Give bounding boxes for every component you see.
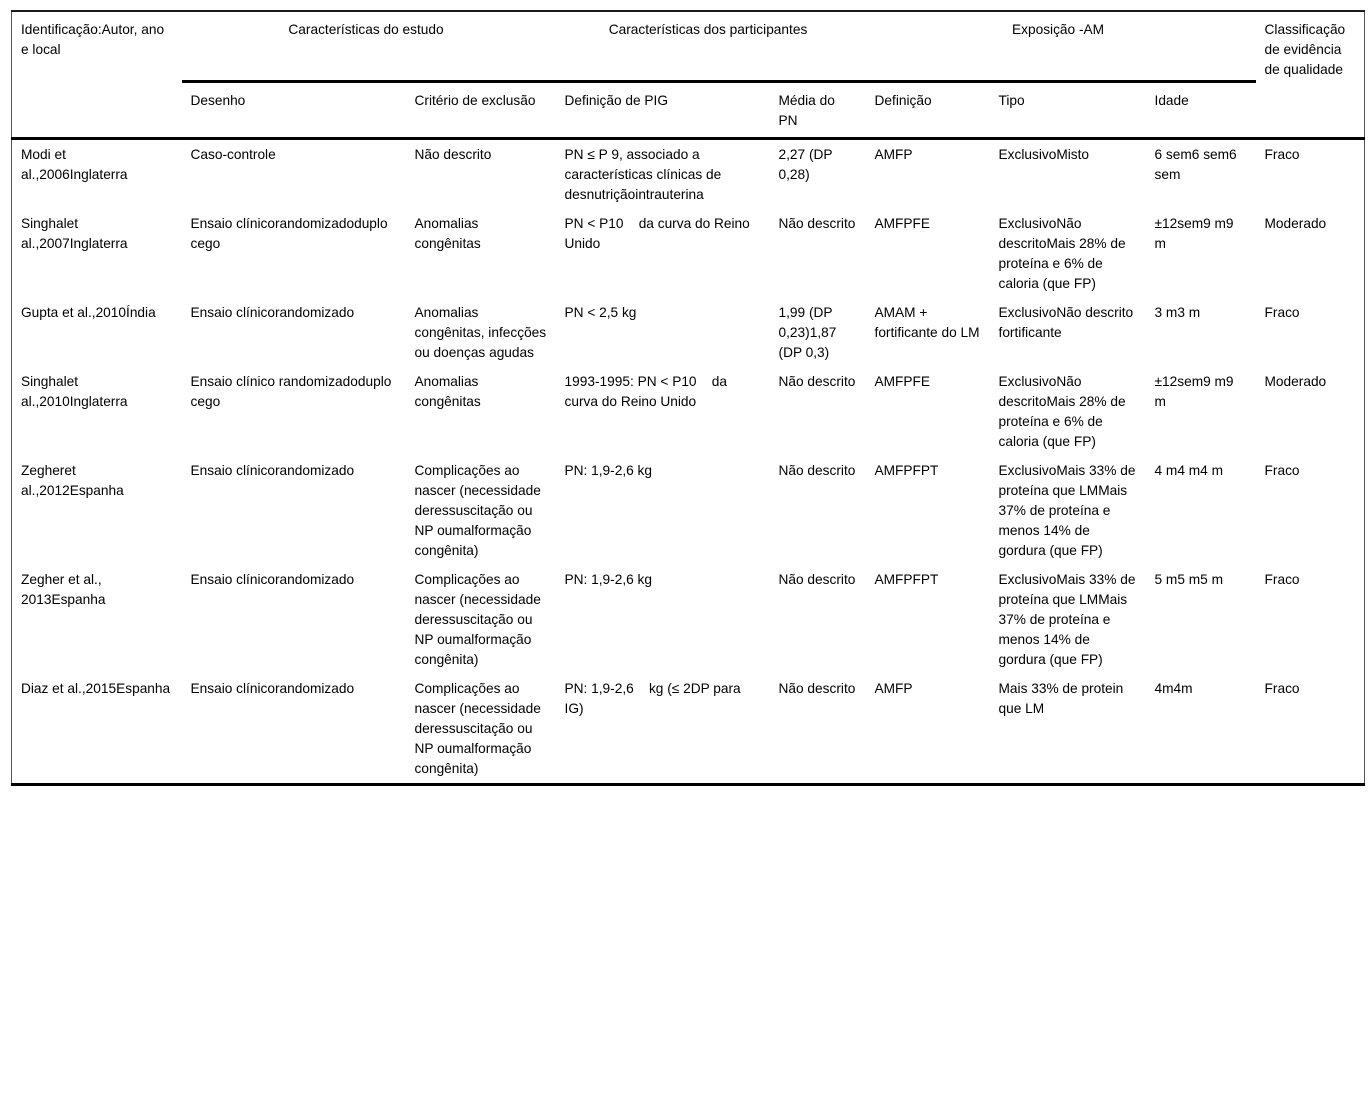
table-cell: PN: 1,9-2,6 kg xyxy=(564,463,653,478)
table-cell: ExclusivoMais 33% de proteína que LMMais… xyxy=(998,572,1140,667)
table-row: Gupta et al.,2010Índia Ensaio clínicorand… xyxy=(12,298,1365,367)
table-cell: Ensaio clínicorandomizado xyxy=(190,572,355,587)
table-cell: AMFP xyxy=(874,681,913,696)
table-cell: Complicações ao nascer (necessidade dere… xyxy=(414,463,545,558)
header-sub-row: Desenho Critério de exclusão Definição d… xyxy=(12,81,1365,140)
table-cell: Mais 33% de protein que LM xyxy=(998,681,1128,716)
table-cell: Complicações ao nascer (necessidade dere… xyxy=(414,681,545,776)
header-age: Idade xyxy=(1145,81,1256,140)
table-cell: AMFPFE xyxy=(874,216,931,231)
table-cell: Singhalet al.,2007Inglaterra xyxy=(21,216,128,251)
table-cell: Ensaio clínicorandomizado xyxy=(190,305,355,320)
table-cell: 6 sem6 sem6 sem xyxy=(1154,147,1241,182)
table-body: Modi et al.,2006Inglaterra Caso-controle N… xyxy=(12,139,1365,785)
table-cell: Fraco xyxy=(1264,681,1300,696)
table-row: Zegheret al.,2012Espanha Ensaio clínicora… xyxy=(12,456,1365,565)
table-cell: 2,27 (DP 0,28) xyxy=(778,147,837,182)
table-cell: Não descrito xyxy=(778,572,856,587)
table-cell: Zegheret al.,2012Espanha xyxy=(21,463,124,498)
table-cell: Fraco xyxy=(1264,463,1300,478)
table-cell: ExclusivoMisto xyxy=(998,147,1090,162)
header-group-participant-characteristics: Características dos participantes xyxy=(555,11,866,83)
table-cell: 5 m5 m5 m xyxy=(1154,572,1223,587)
table-cell: ExclusivoNão descritoMais 28% de proteín… xyxy=(998,374,1130,449)
table-cell: 1,99 (DP 0,23)1,87 (DP 0,3) xyxy=(778,305,841,360)
table-row: Zegher et al., 2013Espanha Ensaio clínico… xyxy=(12,565,1365,674)
table-cell: PN < P10 da curva do Reino Unido xyxy=(564,216,754,251)
table-cell: PN: 1,9-2,6 kg xyxy=(564,572,653,587)
table-cell: Anomalias congênitas xyxy=(414,216,483,251)
header-quality-classification: Classificação de evidência de qualidade xyxy=(1255,11,1365,140)
table-cell: Moderado xyxy=(1264,216,1327,231)
table-cell: Não descrito xyxy=(778,681,856,696)
table-cell: PN: 1,9-2,6 kg (≤ 2DP para IG) xyxy=(564,681,745,716)
table-cell: Singhalet al.,2010Inglaterra xyxy=(21,374,128,409)
table-cell: Ensaio clínicorandomizadoduplo cego xyxy=(190,216,392,251)
table-cell: Anomalias congênitas xyxy=(414,374,483,409)
table-cell: ExclusivoNão descritoMais 28% de proteín… xyxy=(998,216,1130,291)
table-row: Singhalet al.,2010Inglaterra Ensaio clíni… xyxy=(12,367,1365,456)
table-cell: ExclusivoNão descrito fortificante xyxy=(998,305,1137,340)
table-cell: Zegher et al., 2013Espanha xyxy=(21,572,106,607)
table-cell: Caso-controle xyxy=(190,147,276,162)
table-cell: Diaz et al.,2015Espanha xyxy=(21,681,171,696)
table-cell: Ensaio clínico randomizadoduplo cego xyxy=(190,374,396,409)
table-header: Identificação:Autor, ano e local Caracte… xyxy=(11,11,1365,140)
table-row: Modi et al.,2006Inglaterra Caso-controle N… xyxy=(12,139,1365,210)
table-cell: Ensaio clínicorandomizado xyxy=(190,681,355,696)
table-cell: Fraco xyxy=(1264,572,1300,587)
table-cell: ±12sem9 m9 m xyxy=(1154,374,1238,409)
table-cell: Complicações ao nascer (necessidade dere… xyxy=(414,572,545,667)
table-cell: Anomalias congênitas, infecções ou doenç… xyxy=(414,305,550,360)
table-cell: PN < 2,5 kg xyxy=(564,305,637,320)
table-cell: Não descrito xyxy=(778,216,856,231)
header-type: Tipo xyxy=(989,81,1146,140)
table-cell: 3 m3 m xyxy=(1154,305,1201,320)
table-cell: AMFP xyxy=(874,147,913,162)
table-cell: Fraco xyxy=(1264,305,1300,320)
header-group-row: Identificação:Autor, ano e local Caracte… xyxy=(11,11,1365,140)
header-identification: Identificação:Autor, ano e local xyxy=(11,11,182,140)
table-cell: ±12sem9 m9 m xyxy=(1154,216,1238,251)
table-cell: Gupta et al.,2010Índia xyxy=(21,305,156,320)
table-cell: Ensaio clínicorandomizado xyxy=(190,463,355,478)
table-cell: Moderado xyxy=(1264,374,1327,389)
header-mean-birthweight: Média do PN xyxy=(769,81,866,140)
table-cell: AMAM + fortificante do LM xyxy=(874,305,980,340)
header-pig-definition: Definição de PIG xyxy=(555,81,770,140)
table-cell: Fraco xyxy=(1264,147,1300,162)
table-cell: 4 m4 m4 m xyxy=(1154,463,1223,478)
header-group-exposure: Exposição -AM xyxy=(865,11,1256,83)
table-cell: PN ≤ P 9, associado a características cl… xyxy=(564,147,726,202)
studies-evidence-table: Identificação:Autor, ano e local Caracte… xyxy=(11,10,1366,786)
header-design: Desenho xyxy=(181,81,406,140)
table-row: Diaz et al.,2015Espanha Ensaio clínicoran… xyxy=(12,674,1365,785)
header-group-study-characteristics: Características do estudo xyxy=(181,11,556,83)
table-cell: Não descrito xyxy=(414,147,492,162)
header-definition: Definição xyxy=(865,81,990,140)
table-cell: Não descrito xyxy=(778,463,856,478)
table-cell: AMFPFPT xyxy=(874,463,939,478)
header-exclusion-criteria: Critério de exclusão xyxy=(405,81,556,140)
table-cell: Modi et al.,2006Inglaterra xyxy=(21,147,128,182)
table-cell: AMFPFE xyxy=(874,374,931,389)
table-cell: ExclusivoMais 33% de proteína que LMMais… xyxy=(998,463,1140,558)
table-cell: 4m4m xyxy=(1154,681,1193,696)
table-row: Singhalet al.,2007Inglaterra Ensaio clíni… xyxy=(12,209,1365,298)
table-cell: AMFPFPT xyxy=(874,572,939,587)
table-cell: Não descrito xyxy=(778,374,856,389)
table-cell: 1993-1995: PN < P10 da curva do Reino Un… xyxy=(564,374,731,409)
